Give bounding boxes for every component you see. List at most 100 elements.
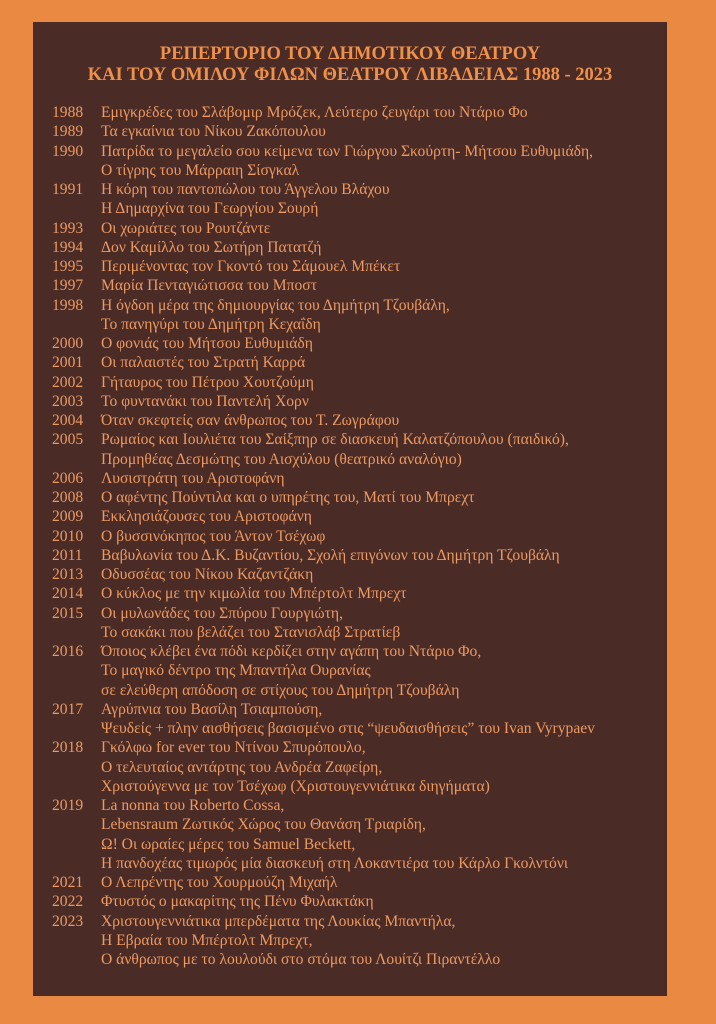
repertoire-entry: 1990 Πατρίδα το μεγαλείο σου κείμενα των … <box>52 142 662 181</box>
entry-works: Ο Λεπρέντης του Χουρμούζη Μιχαήλ <box>101 873 662 892</box>
repertoire-entry: 2002 Γήταυρος του Πέτρου Χουτζούμη <box>52 373 662 392</box>
entry-works: Η κόρη του παντοπώλου του Άγγελου Βλάχου… <box>101 180 662 219</box>
entry-works: Δον Καμίλλο του Σωτήρη Πατατζή <box>101 238 662 257</box>
work-title: Πατρίδα το μεγαλείο σου κείμενα των Γιώρ… <box>101 142 594 160</box>
work-title: Τα εγκαίνια του Νίκου Ζακόπουλου <box>101 123 326 141</box>
poster-title: ΡΕΠΕΡΤΟΡΙΟ ΤΟΥ ΔΗΜΟΤΙΚΟΥ ΘΕΑΤΡΟΥ ΚΑΙ ΤΟΥ… <box>33 44 667 86</box>
entry-works: Οι παλαιστές του Στρατή Καρρά <box>101 353 662 372</box>
work-title: Φτυστός ο μακαρίτης της Πένυ Φυλακτάκη <box>101 893 374 911</box>
work-title: Οι χωριάτες του Ρουτζάντε <box>101 219 271 237</box>
entry-year: 2011 <box>52 546 83 564</box>
repertoire-entry: 2015 Οι μυλωνάδες του Σπύρου Γουργιώτη, Το… <box>52 604 662 643</box>
work-title: La nonna του Roberto Cossa, <box>101 797 285 814</box>
work-title: Ο βυσσινόκηπος του Άντον Τσέχωφ <box>101 527 326 545</box>
repertoire-entry: 1995 Περιμένοντας τον Γκοντό του Σάμουελ … <box>52 257 662 276</box>
work-title: Χριστουγεννιάτικα μπερδέματα της Λουκίας… <box>101 912 456 930</box>
entry-year: 2022 <box>52 893 84 911</box>
work-title: Η όγδοη μέρα της δημιουργίας του Δημήτρη… <box>101 296 450 314</box>
work-title: Ο αφέντης Πούντιλα και ο υπηρέτης του, Μ… <box>101 489 475 506</box>
repertoire-entry: 2022 Φτυστός ο μακαρίτης της Πένυ Φυλακτά… <box>52 892 662 911</box>
repertoire-entry: 2005 Ρωμαίος και Ιουλιέτα του Σαίξπηρ σε … <box>52 430 662 469</box>
entry-year: 2003 <box>52 392 84 410</box>
entry-works: Πατρίδα το μεγαλείο σου κείμενα των Γιώρ… <box>101 142 662 181</box>
work-title: Ρωμαίος και Ιουλιέτα του Σαίξπηρ σε διασ… <box>101 431 569 449</box>
repertoire-entry: 2017 Αγρύπνια του Βασίλη Τσιαμπούση, Ψευδε… <box>52 700 662 739</box>
entry-year: 2004 <box>52 412 84 429</box>
entry-works: Οι χωριάτες του Ρουτζάντε <box>101 219 662 238</box>
entry-year: 2008 <box>52 489 84 506</box>
entry-year: 1997 <box>52 277 84 295</box>
work-title: Ο φονιάς του Μήτσου Ευθυμιάδη <box>101 335 313 352</box>
work-title: Ψευδείς + πλην αισθήσεις βασισμένο στις … <box>101 720 595 737</box>
work-title: Το μαγικό δέντρο της Μπαντήλα Ουρανίας <box>101 662 371 680</box>
repertoire-entry: 2016 Όποιος κλέβει ένα πόδι κερδίζει στην… <box>52 642 662 700</box>
title-line-2: ΚΑΙ ΤΟΥ ΟΜΙΛΟΥ ΦΙΛΩΝ ΘΕΑΤΡΟΥ ΛΙΒΑΔΕΙΑΣ 1… <box>87 65 613 85</box>
entry-year: 1995 <box>52 258 84 275</box>
entry-works: Αγρύπνια του Βασίλη Τσιαμπούση, Ψευδείς +… <box>101 700 662 739</box>
entry-works: Ο φονιάς του Μήτσου Ευθυμιάδη <box>101 334 662 353</box>
entry-works: Εκκλησιάζουσες του Αριστοφάνη <box>101 507 662 526</box>
work-title: Ο Λεπρέντης του Χουρμούζη Μιχαήλ <box>101 874 338 891</box>
work-title: Ο τίγρης του Μάρραιη Σίσγκαλ <box>101 161 300 179</box>
repertoire-entry: 2008 Ο αφέντης Πούντιλα και ο υπηρέτης το… <box>52 488 662 507</box>
repertoire-entry: 1991 Η κόρη του παντοπώλου του Άγγελου Βλ… <box>52 180 662 219</box>
entry-year: 2005 <box>52 431 84 449</box>
repertoire-entry: 2018 Γκόλφω for ever του Ντίνου Σπυρόπουλ… <box>52 738 662 796</box>
entry-year: 1990 <box>52 142 84 160</box>
entry-year: 1998 <box>52 296 84 314</box>
work-title: Η Δημαρχίνα του Γεωργίου Σουρή <box>101 200 319 218</box>
entry-year: 1991 <box>52 181 84 198</box>
entry-year: 1993 <box>52 219 84 237</box>
entry-year: 1989 <box>52 123 84 141</box>
repertoire-list: 1988 Εμιγκρέδες του Σλάβομιρ Μρόζεκ, Λεύτ… <box>52 103 662 969</box>
entry-works: Γκόλφω for ever του Ντίνου Σπυρόπουλο, Ο … <box>101 738 662 796</box>
work-title: Ο άνθρωπος με το λουλούδι στο στόμα του … <box>101 951 501 968</box>
entry-works: Λυσιστράτη του Αριστοφάνη <box>101 469 662 488</box>
entry-year: 2021 <box>52 874 84 891</box>
entry-works: Περιμένοντας τον Γκοντό του Σάμουελ Μπέκ… <box>101 257 662 276</box>
entry-works: Τα εγκαίνια του Νίκου Ζακόπουλου <box>101 122 662 141</box>
repertoire-entry: 2010 Ο βυσσινόκηπος του Άντον Τσέχωφ <box>52 527 662 546</box>
work-title: Η κόρη του παντοπώλου του Άγγελου Βλάχου <box>101 181 390 198</box>
work-title: Λυσιστράτη του Αριστοφάνη <box>101 469 285 487</box>
work-title: Όποιος κλέβει ένα πόδι κερδίζει στην αγά… <box>101 643 482 660</box>
entry-year: 2019 <box>52 797 84 814</box>
work-title: Οι μυλωνάδες του Σπύρου Γουργιώτη, <box>101 604 343 622</box>
entry-works: Οδυσσέας του Νίκου Καζαντζάκη <box>101 565 662 584</box>
entry-works: Ο αφέντης Πούντιλα και ο υπηρέτης του, Μ… <box>101 488 662 507</box>
work-title: Βαβυλωνία του Δ.Κ. Βυζαντίου, Σχολή επιγ… <box>101 546 560 564</box>
entry-year: 2000 <box>52 335 84 352</box>
entry-year: 2009 <box>52 508 84 526</box>
entry-works: Όταν σκεφτείς σαν άνθρωπος του Τ. Ζωγράφ… <box>101 411 662 430</box>
title-line-1: ΡΕΠΕΡΤΟΡΙΟ ΤΟΥ ΔΗΜΟΤΙΚΟΥ ΘΕΑΤΡΟΥ <box>159 44 541 64</box>
entry-year: 2014 <box>52 585 84 603</box>
work-title: Οι παλαιστές του Στρατή Καρρά <box>101 354 306 372</box>
entry-year: 1988 <box>52 104 84 121</box>
entry-works: Φτυστός ο μακαρίτης της Πένυ Φυλακτάκη <box>101 892 662 911</box>
entry-works: Μαρία Πενταγιώτισσα του Μποστ <box>101 276 662 295</box>
work-title: Οδυσσέας του Νίκου Καζαντζάκη <box>101 566 314 583</box>
repertoire-entry: 2001 Οι παλαιστές του Στρατή Καρρά <box>52 353 662 372</box>
entry-works: Βαβυλωνία του Δ.Κ. Βυζαντίου, Σχολή επιγ… <box>101 546 662 565</box>
work-title: Όταν σκεφτείς σαν άνθρωπος του Τ. Ζωγράφ… <box>101 412 400 429</box>
repertoire-entry: 2011 Βαβυλωνία του Δ.Κ. Βυζαντίου, Σχολή … <box>52 546 662 565</box>
repertoire-entry: 2003 Το φυντανάκι του Παντελή Χορν <box>52 392 662 411</box>
work-title: Χριστούγεννα με τον Τσέχωφ (Χριστουγεννι… <box>101 777 490 795</box>
repertoire-entry: 1993 Οι χωριάτες του Ρουτζάντε <box>52 219 662 238</box>
entry-year: 1994 <box>52 238 84 256</box>
entry-works: Οι μυλωνάδες του Σπύρου Γουργιώτη, Το σακ… <box>101 604 662 643</box>
entry-year: 2016 <box>52 643 84 660</box>
repertoire-entry: 1997 Μαρία Πενταγιώτισσα του Μποστ <box>52 276 662 295</box>
work-title: Το σακάκι που βελάζει του Στανισλάβ Στρα… <box>101 623 401 641</box>
repertoire-entry: 1998 Η όγδοη μέρα της δημιουργίας του Δημ… <box>52 296 662 335</box>
entry-works: Το φυντανάκι του Παντελή Χορν <box>101 392 662 411</box>
poster-panel: ΡΕΠΕΡΤΟΡΙΟ ΤΟΥ ΔΗΜΟΤΙΚΟΥ ΘΕΑΤΡΟΥ ΚΑΙ ΤΟΥ… <box>33 22 667 996</box>
repertoire-entry: 2006 Λυσιστράτη του Αριστοφάνη <box>52 469 662 488</box>
entry-works: Η όγδοη μέρα της δημιουργίας του Δημήτρη… <box>101 296 662 335</box>
entry-year: 2013 <box>52 566 84 583</box>
repertoire-entry: 2013 Οδυσσέας του Νίκου Καζαντζάκη <box>52 565 662 584</box>
repertoire-entry: 2004 Όταν σκεφτείς σαν άνθρωπος του Τ. Ζω… <box>52 411 662 430</box>
entry-year: 2023 <box>52 912 84 930</box>
entry-year: 2017 <box>52 700 84 718</box>
entry-year: 2015 <box>52 604 84 622</box>
